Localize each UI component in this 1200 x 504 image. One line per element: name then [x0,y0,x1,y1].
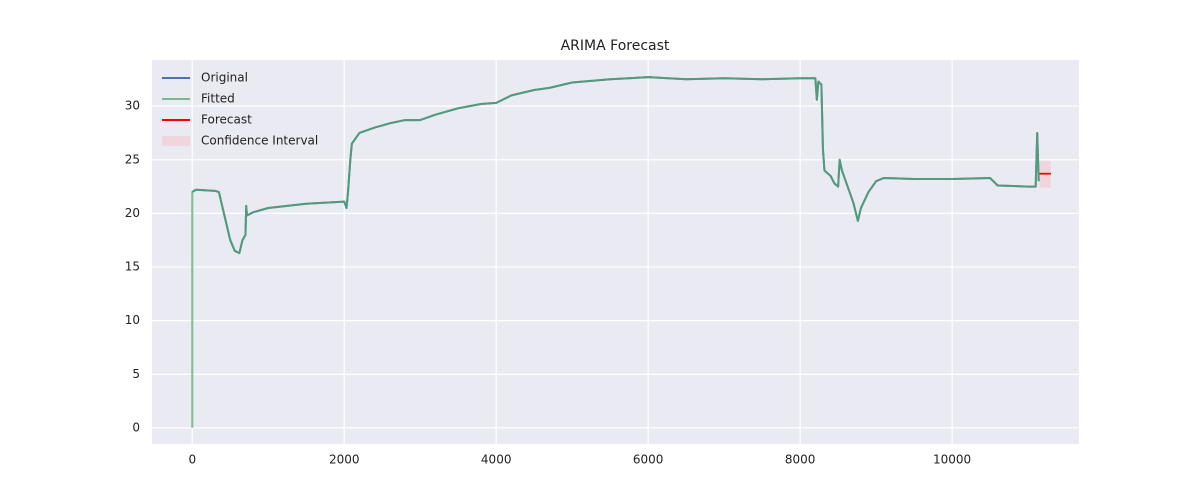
y-tick-label: 0 [132,420,140,434]
chart-title: ARIMA Forecast [561,38,670,54]
y-tick-label: 10 [125,313,140,327]
y-tick-label: 20 [125,206,140,220]
x-tick-label: 2000 [329,453,360,467]
x-tick-label: 8000 [785,453,816,467]
legend: Original Fitted Forecast Confidence Interva… [162,71,318,148]
legend-swatch [162,136,190,146]
y-tick-label: 5 [132,367,140,381]
grid [152,60,1079,444]
legend-label: Fitted [201,92,235,106]
legend-label: Original [201,71,248,85]
series-line [191,76,1040,428]
marks [191,76,1051,428]
y-tick-label: 25 [125,152,140,166]
x-tick-label: 10000 [933,453,971,467]
legend-label: Forecast [201,113,252,127]
x-tick-label: 0 [188,453,196,467]
legend-label: Confidence Interval [201,134,318,148]
x-tick-label: 6000 [633,453,664,467]
x-tick-label: 4000 [481,453,512,467]
y-tick-label: 30 [125,99,140,113]
plot-area [152,60,1079,444]
y-tick-label: 15 [125,260,140,274]
